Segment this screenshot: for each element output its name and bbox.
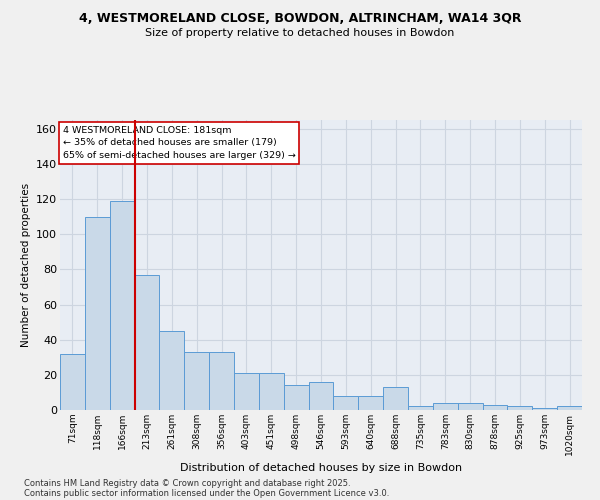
Text: Size of property relative to detached houses in Bowdon: Size of property relative to detached ho… — [145, 28, 455, 38]
Text: Contains public sector information licensed under the Open Government Licence v3: Contains public sector information licen… — [24, 488, 389, 498]
Y-axis label: Number of detached properties: Number of detached properties — [20, 183, 31, 347]
Bar — [508, 406, 532, 410]
Text: 4, WESTMORELAND CLOSE, BOWDON, ALTRINCHAM, WA14 3QR: 4, WESTMORELAND CLOSE, BOWDON, ALTRINCHA… — [79, 12, 521, 26]
Bar — [557, 406, 582, 410]
Bar — [60, 354, 85, 410]
Bar — [433, 403, 458, 410]
Bar — [458, 403, 482, 410]
X-axis label: Distribution of detached houses by size in Bowdon: Distribution of detached houses by size … — [180, 463, 462, 473]
Bar — [134, 274, 160, 410]
Bar — [259, 373, 284, 410]
Bar — [284, 386, 308, 410]
Bar — [160, 331, 184, 410]
Bar — [110, 201, 134, 410]
Text: 4 WESTMORELAND CLOSE: 181sqm
← 35% of detached houses are smaller (179)
65% of s: 4 WESTMORELAND CLOSE: 181sqm ← 35% of de… — [62, 126, 295, 160]
Bar — [358, 396, 383, 410]
Bar — [408, 406, 433, 410]
Bar — [482, 404, 508, 410]
Bar — [234, 373, 259, 410]
Bar — [308, 382, 334, 410]
Bar — [383, 387, 408, 410]
Text: Contains HM Land Registry data © Crown copyright and database right 2025.: Contains HM Land Registry data © Crown c… — [24, 478, 350, 488]
Bar — [532, 408, 557, 410]
Bar — [209, 352, 234, 410]
Bar — [184, 352, 209, 410]
Bar — [85, 216, 110, 410]
Bar — [334, 396, 358, 410]
